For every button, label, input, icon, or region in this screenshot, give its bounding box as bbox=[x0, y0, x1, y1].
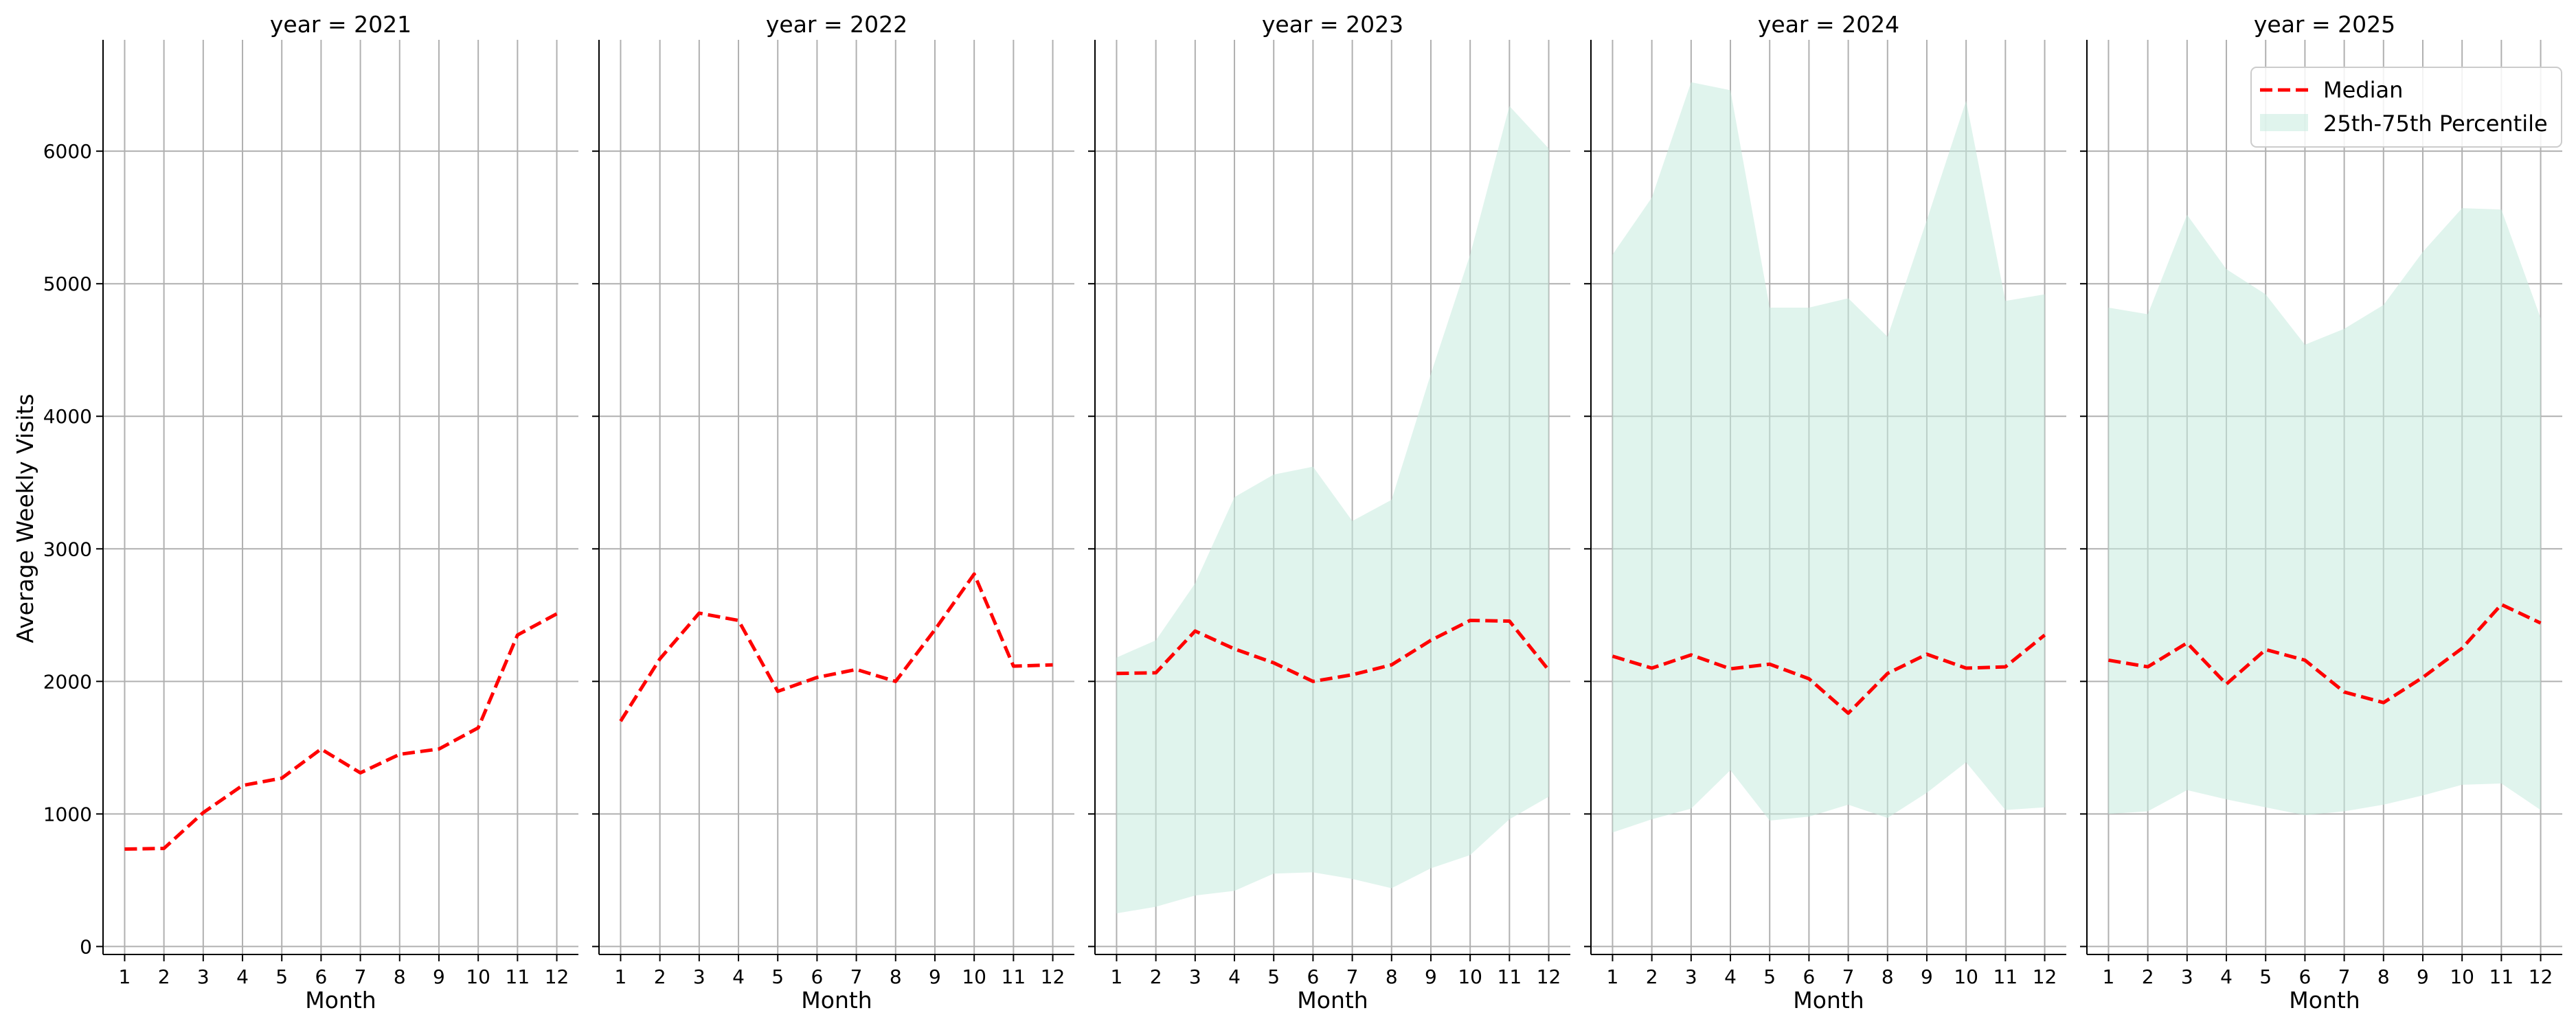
x-tick-label: 3 bbox=[1189, 965, 1201, 988]
x-tick-label: 11 bbox=[2489, 965, 2514, 988]
x-tick-label: 6 bbox=[1307, 965, 1319, 988]
legend-frame bbox=[2250, 67, 2562, 148]
x-tick-label: 5 bbox=[1267, 965, 1280, 988]
median-line bbox=[1612, 633, 2046, 716]
x-tick-label: 2 bbox=[654, 965, 666, 988]
x-tick-label: 9 bbox=[433, 965, 445, 988]
x-tick-label: 8 bbox=[394, 965, 406, 988]
y-tick-label: 1000 bbox=[43, 803, 92, 825]
x-tick-label: 1 bbox=[615, 965, 627, 988]
x-tick-label: 10 bbox=[466, 965, 490, 988]
x-axis-label: Month bbox=[801, 987, 872, 1014]
x-tick-label: 10 bbox=[1458, 965, 1482, 988]
panel-title: year = 2024 bbox=[1758, 11, 1899, 38]
x-tick-label: 12 bbox=[545, 965, 569, 988]
y-tick-label: 5000 bbox=[43, 273, 92, 295]
x-axis-label: Month bbox=[2289, 987, 2360, 1014]
percentile-band bbox=[2108, 208, 2541, 816]
median-line bbox=[619, 572, 1053, 722]
x-tick-label: 10 bbox=[2450, 965, 2474, 988]
x-tick-label: 4 bbox=[236, 965, 249, 988]
x-tick-label: 9 bbox=[929, 965, 941, 988]
x-tick-label: 11 bbox=[506, 965, 530, 988]
panel-1: 1 2 3 4 5 6 7 8 9 10 11 120100020003000400050006000… bbox=[43, 11, 578, 1014]
x-tick-label: 3 bbox=[197, 965, 210, 988]
x-tick-label: 1 bbox=[1607, 965, 1619, 988]
y-tick-label: 2000 bbox=[43, 670, 92, 693]
x-tick-label: 12 bbox=[1537, 965, 1561, 988]
x-tick-label: 6 bbox=[2298, 965, 2311, 988]
x-tick-label: 5 bbox=[1763, 965, 1776, 988]
x-tick-label: 10 bbox=[1954, 965, 1978, 988]
x-tick-label: 1 bbox=[1111, 965, 1123, 988]
x-tick-label: 2 bbox=[1646, 965, 1658, 988]
x-tick-label: 1 bbox=[2103, 965, 2115, 988]
x-tick-label: 7 bbox=[1346, 965, 1359, 988]
y-tick-label: 0 bbox=[80, 935, 92, 958]
x-tick-label: 2 bbox=[2142, 965, 2154, 988]
x-tick-label: 4 bbox=[2220, 965, 2233, 988]
x-tick-label: 11 bbox=[1498, 965, 1522, 988]
median-line bbox=[2108, 602, 2542, 705]
x-tick-label: 3 bbox=[693, 965, 705, 988]
x-tick-label: 3 bbox=[1685, 965, 1697, 988]
legend-band-swatch bbox=[2260, 114, 2308, 131]
x-tick-label: 5 bbox=[2259, 965, 2272, 988]
x-tick-label: 1 bbox=[119, 965, 131, 988]
x-tick-label: 11 bbox=[1993, 965, 2018, 988]
panels-layer: 1 2 3 4 5 6 7 8 9 10 11 120100020003000400050006000… bbox=[43, 11, 2562, 1014]
x-tick-label: 10 bbox=[962, 965, 986, 988]
x-tick-label: 2 bbox=[158, 965, 170, 988]
x-tick-label: 4 bbox=[1228, 965, 1241, 988]
percentile-band bbox=[1612, 82, 2045, 833]
x-axis-label: Month bbox=[1297, 987, 1368, 1014]
x-tick-label: 12 bbox=[1041, 965, 1065, 988]
panel-title: year = 2023 bbox=[1262, 11, 1403, 38]
x-tick-label: 8 bbox=[1386, 965, 1398, 988]
y-axis-label: Average Weekly Visits bbox=[12, 393, 38, 643]
x-tick-label: 7 bbox=[1842, 965, 1855, 988]
legend: Median 25th-75th Percentile bbox=[2250, 67, 2562, 148]
x-tick-label: 6 bbox=[811, 965, 823, 988]
x-tick-label: 6 bbox=[315, 965, 327, 988]
x-tick-label: 6 bbox=[1803, 965, 1815, 988]
x-tick-label: 12 bbox=[2033, 965, 2057, 988]
x-axis-label: Month bbox=[305, 987, 376, 1014]
legend-median-label: Median bbox=[2323, 77, 2403, 103]
x-tick-label: 9 bbox=[1425, 965, 1437, 988]
x-tick-label: 8 bbox=[2377, 965, 2390, 988]
x-tick-label: 4 bbox=[732, 965, 745, 988]
x-tick-label: 7 bbox=[850, 965, 863, 988]
x-tick-label: 3 bbox=[2181, 965, 2193, 988]
y-tick-label: 3000 bbox=[43, 538, 92, 560]
x-tick-label: 12 bbox=[2529, 965, 2553, 988]
y-tick-label: 6000 bbox=[43, 140, 92, 163]
panel-title: year = 2021 bbox=[270, 11, 411, 38]
x-tick-label: 8 bbox=[890, 965, 902, 988]
panel-title: year = 2025 bbox=[2254, 11, 2395, 38]
x-tick-label: 8 bbox=[1882, 965, 1894, 988]
x-tick-label: 11 bbox=[1002, 965, 1026, 988]
percentile-band bbox=[1116, 106, 1549, 914]
x-tick-label: 2 bbox=[1150, 965, 1162, 988]
x-tick-label: 7 bbox=[2338, 965, 2351, 988]
x-tick-label: 9 bbox=[2417, 965, 2429, 988]
legend-band-label: 25th-75th Percentile bbox=[2323, 111, 2548, 137]
x-tick-label: 7 bbox=[354, 965, 367, 988]
median-line bbox=[1116, 619, 1550, 683]
x-tick-label: 5 bbox=[275, 965, 288, 988]
y-tick-label: 4000 bbox=[43, 405, 92, 428]
median-line bbox=[124, 612, 558, 851]
x-axis-label: Month bbox=[1793, 987, 1864, 1014]
panel-title: year = 2022 bbox=[766, 11, 907, 38]
x-tick-label: 9 bbox=[1921, 965, 1933, 988]
x-tick-label: 5 bbox=[771, 965, 784, 988]
x-tick-label: 4 bbox=[1724, 965, 1737, 988]
